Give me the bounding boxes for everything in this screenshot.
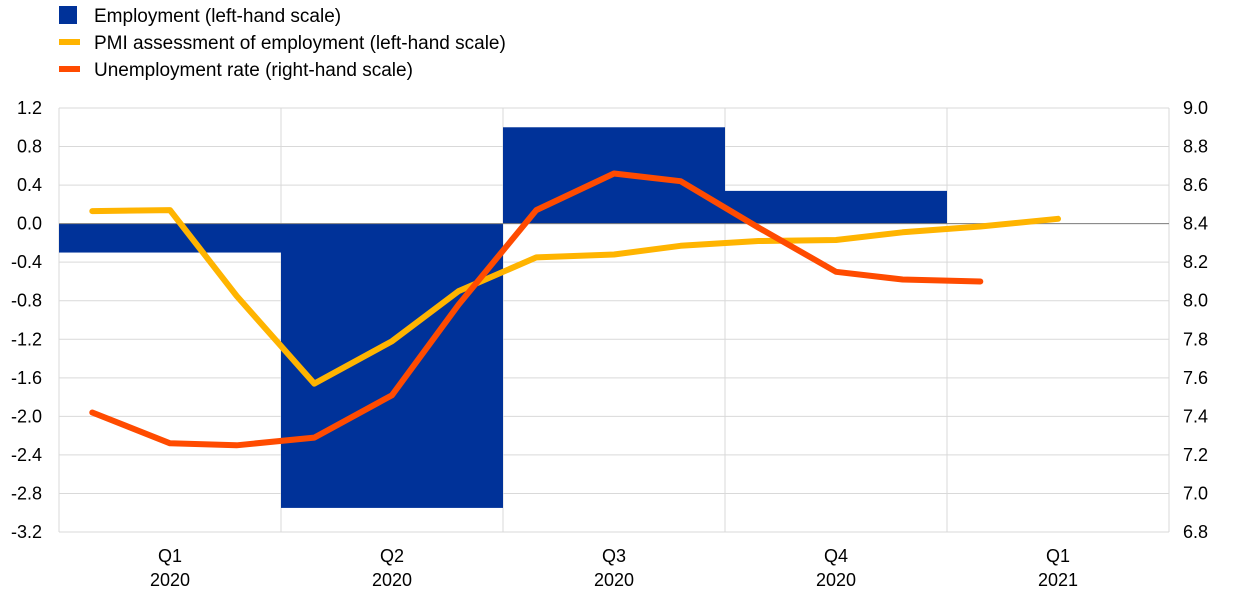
legend-swatch-employment <box>59 6 77 24</box>
x-tick-year: 2020 <box>594 570 634 590</box>
left-tick-label: 0.0 <box>17 214 42 234</box>
right-tick-label: 7.6 <box>1183 368 1208 388</box>
legend-label: Employment (left-hand scale) <box>94 6 341 27</box>
right-tick-label: 8.6 <box>1183 175 1208 195</box>
legend-label: PMI assessment of employment (left-hand … <box>94 33 506 54</box>
left-tick-label: -0.4 <box>11 252 42 272</box>
x-tick-quarter: Q1 <box>158 546 182 566</box>
left-tick-label: -3.2 <box>11 522 42 542</box>
right-tick-label: 9.0 <box>1183 98 1208 118</box>
right-tick-label: 7.8 <box>1183 329 1208 349</box>
right-tick-label: 8.2 <box>1183 252 1208 272</box>
right-tick-label: 7.4 <box>1183 406 1208 426</box>
x-tick-year: 2020 <box>150 570 190 590</box>
x-tick-quarter: Q3 <box>602 546 626 566</box>
x-axis-ticks: Q1 2020 Q2 2020 Q3 2020 Q4 2020 Q1 2021 <box>150 546 1078 590</box>
left-tick-label: -1.6 <box>11 368 42 388</box>
left-tick-label: 1.2 <box>17 98 42 118</box>
right-tick-label: 8.0 <box>1183 291 1208 311</box>
left-tick-label: -1.2 <box>11 329 42 349</box>
left-tick-label: -2.8 <box>11 483 42 503</box>
left-tick-label: 0.8 <box>17 137 42 157</box>
left-axis-ticks: 1.2 0.8 0.4 0.0 -0.4 -0.8 -1.2 -1.6 -2.0 -2.4 -2.8… <box>11 98 42 542</box>
series-lines <box>89 170 1061 449</box>
right-tick-label: 8.4 <box>1183 214 1208 234</box>
left-tick-label: -2.0 <box>11 406 42 426</box>
x-tick-quarter: Q2 <box>380 546 404 566</box>
x-tick-year: 2021 <box>1038 570 1078 590</box>
x-tick-year: 2020 <box>372 570 412 590</box>
employment-bar <box>725 190 947 224</box>
pmi-line <box>89 207 1061 387</box>
left-tick-label: -0.8 <box>11 291 42 311</box>
right-axis-ticks: 9.0 8.8 8.6 8.4 8.2 8.0 7.8 7.6 7.4 7.2 7.0 6.8 <box>1183 98 1208 542</box>
legend: Employment (left-hand scale) PMI assessme… <box>59 6 506 81</box>
left-tick-label: -2.4 <box>11 445 42 465</box>
left-tick-label: 0.4 <box>17 175 42 195</box>
employment-bar <box>59 223 281 253</box>
unemployment-line <box>89 170 984 449</box>
right-tick-label: 6.8 <box>1183 522 1208 542</box>
right-tick-label: 7.0 <box>1183 483 1208 503</box>
employment-bar <box>281 223 503 508</box>
x-tick-quarter: Q4 <box>824 546 848 566</box>
legend-label: Unemployment rate (right-hand scale) <box>94 60 413 81</box>
right-tick-label: 7.2 <box>1183 445 1208 465</box>
x-tick-quarter: Q1 <box>1046 546 1070 566</box>
x-tick-year: 2020 <box>816 570 856 590</box>
employment-bars <box>59 127 947 508</box>
right-tick-label: 8.8 <box>1183 137 1208 157</box>
